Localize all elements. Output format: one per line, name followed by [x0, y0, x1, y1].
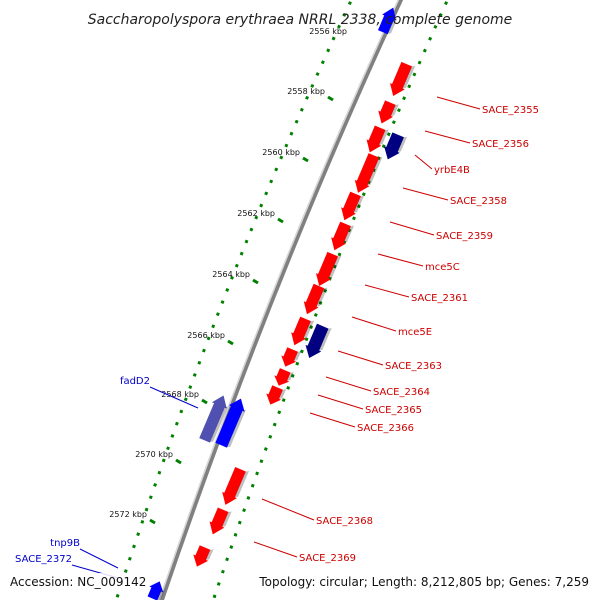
label-leader-line [364, 284, 410, 298]
label-leader-line [261, 498, 315, 521]
reverse-gene-arrow [147, 581, 165, 600]
label-leader-line [253, 541, 298, 558]
genome-backbone-highlight [158, 0, 400, 600]
gene-label: mce5C [425, 262, 460, 273]
tick-mark [227, 339, 234, 346]
tick-label: 2562 kbp [237, 209, 275, 218]
gene-label: SACE_2358 [450, 196, 507, 207]
tick-label: 2566 kbp [187, 331, 225, 340]
map-title: Saccharopolyspora erythraea NRRL 2338, c… [88, 12, 513, 28]
tick-label: 2568 kbp [161, 390, 199, 399]
gene-label: SACE_2368 [316, 516, 373, 527]
forward-gene-arrow [341, 191, 365, 221]
footer-right-bg [258, 573, 592, 591]
gene-labels: SACE_2355 SACE_2356 yrbE4B SACE_2358 SACE_23… [15, 96, 539, 579]
gene-label: SACE_2361 [411, 293, 468, 304]
tick-label: 2560 kbp [262, 148, 300, 157]
reverse-gene-arrow [377, 7, 398, 35]
forward-gene-arrow [315, 251, 342, 287]
gene-features [147, 7, 416, 600]
tick-label: 2564 kbp [212, 270, 250, 279]
label-leader-line [414, 154, 433, 170]
tick-label: 2572 kbp [109, 510, 147, 519]
forward-gene-arrow [193, 545, 214, 567]
forward-gene-arrow [209, 507, 232, 535]
forward-gene-arrow [305, 323, 332, 359]
label-leader-line [402, 187, 449, 201]
forward-gene-arrow [366, 125, 389, 153]
label-leader-line [377, 253, 424, 267]
gene-label: tnp9B [50, 538, 80, 549]
label-leader-line [309, 412, 356, 428]
label-leader-line [351, 316, 397, 332]
forward-gene-arrow [291, 316, 315, 346]
gene-label: yrbE4B [434, 165, 470, 176]
footer-left-bg [8, 573, 146, 591]
gene-label: mce5E [398, 327, 432, 338]
tick-mark [252, 278, 259, 285]
gene-label: SACE_2356 [472, 139, 529, 150]
forward-gene-arrow [331, 221, 355, 251]
tick-mark [302, 156, 309, 163]
forward-gene-arrow [222, 467, 250, 505]
forward-gene-arrow [389, 61, 416, 97]
tick-marks: 2558 kbp 2560 kbp 2562 kbp 2564 kbp 2566 kbp… [109, 27, 347, 525]
gene-label: SACE_2365 [365, 405, 422, 416]
tick-label: 2558 kbp [287, 87, 325, 96]
forward-gene-arrow [281, 347, 302, 367]
gene-label: SACE_2363 [385, 361, 442, 372]
gene-label: SACE_2366 [357, 423, 414, 434]
label-leader-line [317, 394, 364, 410]
gene-label: SACE_2369 [299, 553, 356, 564]
tick-label: 2570 kbp [135, 450, 173, 459]
forward-gene-arrow [378, 100, 399, 124]
forward-gene-arrow [384, 132, 408, 160]
tick-mark [327, 95, 334, 102]
inner-feature-track [211, 0, 450, 600]
topology-text: Topology: circular; Length: 8,212,805 bp… [258, 575, 589, 589]
tick-mark [201, 398, 208, 405]
accession-text: Accession: NC_009142 [10, 575, 146, 589]
gene-label: fadD2 [120, 376, 150, 387]
gene-label: SACE_2359 [436, 231, 493, 242]
genome-backbone [158, 0, 404, 600]
label-leader-line [424, 130, 471, 144]
tick-mark [149, 518, 156, 525]
gene-label: SACE_2355 [482, 105, 539, 116]
gene-label: SACE_2372 [15, 554, 72, 565]
label-leader-line [436, 96, 481, 110]
tick-label-partial: 2556 kbp [309, 27, 347, 36]
outer-feature-track [114, 0, 353, 600]
label-leader-line [389, 221, 435, 236]
label-leader-line [325, 376, 372, 392]
forward-gene-arrow [354, 153, 383, 193]
reverse-gene-arrow [199, 395, 229, 443]
gene-label: SACE_2364 [373, 387, 430, 398]
tick-mark [277, 217, 284, 224]
label-leader-line [79, 548, 119, 569]
forward-gene-arrow [274, 368, 294, 386]
forward-gene-arrow [266, 385, 287, 405]
forward-gene-arrow [303, 283, 328, 315]
label-leader-line [337, 350, 384, 366]
reverse-gene-arrow [215, 398, 246, 448]
label-leader-line [149, 386, 199, 409]
tick-mark [175, 458, 182, 465]
